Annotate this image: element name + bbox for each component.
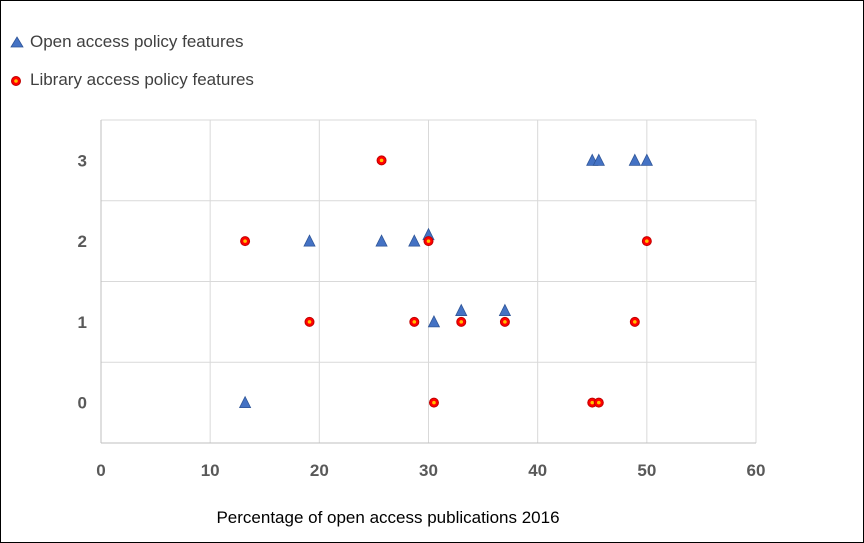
data-point-open-access [375, 234, 388, 247]
x-tick-label: 40 [528, 461, 547, 480]
axes [100, 120, 756, 444]
data-point-library-access-center [645, 239, 649, 243]
y-tick-label: 2 [78, 232, 87, 251]
triangle-marker-icon [10, 36, 24, 48]
circle-marker-icon [11, 76, 21, 86]
data-point-open-access [408, 234, 421, 247]
series-open-access [238, 153, 653, 409]
data-point-open-access [427, 314, 441, 328]
data-point-library-access-center [459, 320, 464, 324]
data-point-library-access-center [590, 400, 595, 405]
y-tick-label: 3 [78, 151, 87, 170]
data-point-library-access-center [412, 320, 417, 324]
legend-label-open-access: Open access policy features [30, 32, 244, 51]
data-point-library-access-center [503, 320, 507, 324]
data-point-library-access-center [379, 158, 384, 163]
data-point-open-access [628, 153, 641, 166]
series-library-access [240, 155, 652, 408]
x-tick-label: 10 [201, 461, 220, 480]
x-tick-label: 20 [310, 461, 329, 480]
data-point-library-access-center [307, 320, 312, 324]
y-tick-label: 1 [78, 313, 87, 332]
x-tick-label: 0 [96, 461, 105, 480]
data-point-open-access [303, 234, 316, 247]
x-tick-label: 60 [747, 461, 766, 480]
data-point-library-access-center [432, 400, 436, 405]
data-point-library-access-center [597, 400, 601, 405]
x-tick-label: 50 [637, 461, 656, 480]
data-point-open-access [592, 153, 605, 166]
data-point-open-access [455, 303, 468, 316]
legend-label-library-access: Library access policy features [30, 70, 254, 89]
data-point-library-access-center [243, 239, 247, 243]
x-tick-label: 30 [419, 461, 438, 480]
gridlines [101, 119, 757, 443]
data-point-library-access-center [426, 239, 431, 243]
x-axis-title: Percentage of open access publications 2… [216, 508, 559, 527]
data-point-library-access-center [633, 320, 637, 324]
data-point-open-access [640, 153, 653, 166]
data-point-open-access [498, 303, 512, 316]
tick-labels: 0 10 20 30 40 50 60 0 1 2 3 [78, 151, 766, 480]
data-point-open-access [238, 395, 252, 409]
y-tick-label: 0 [78, 394, 87, 413]
